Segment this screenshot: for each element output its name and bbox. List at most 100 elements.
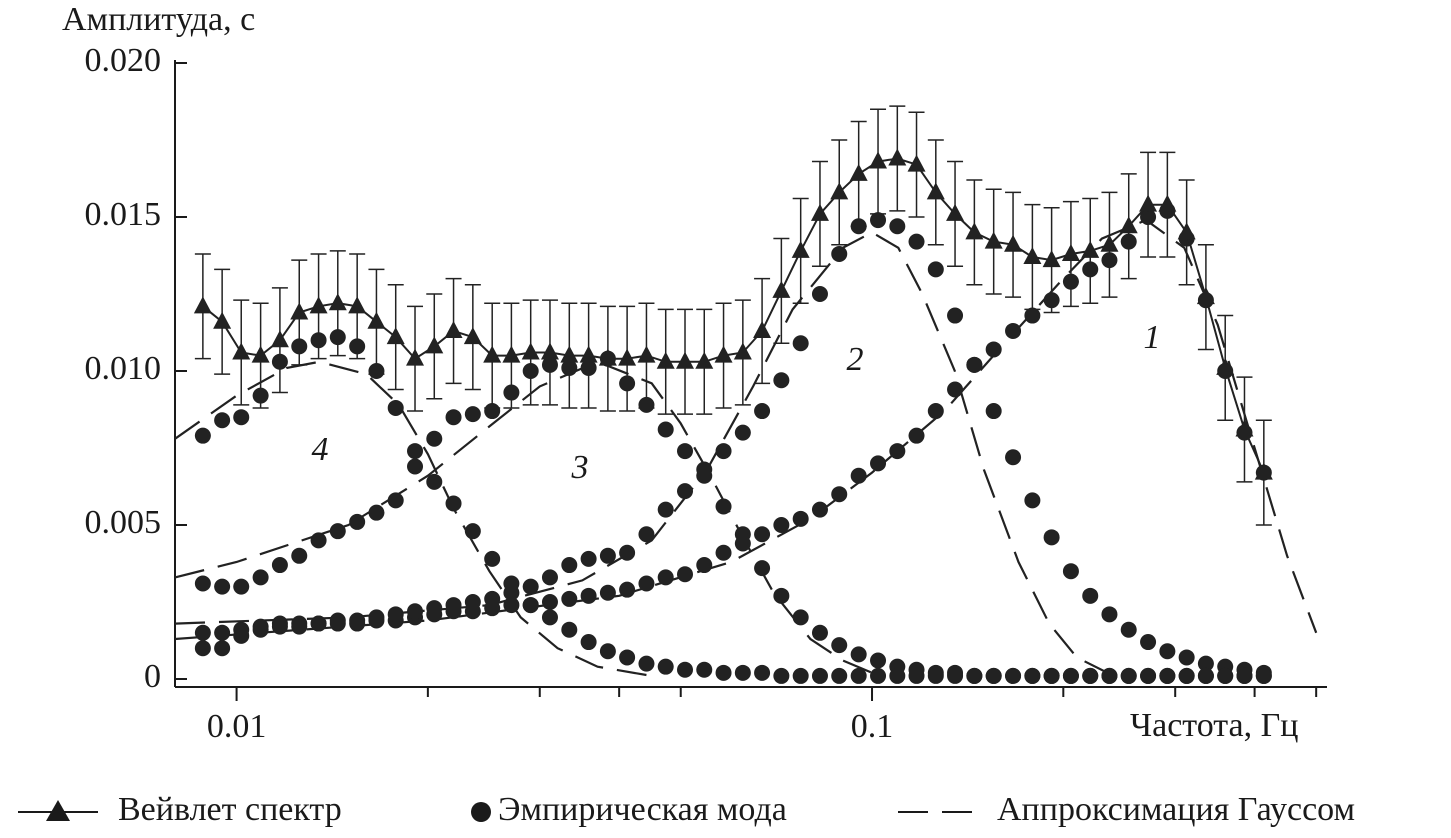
wavelet-point (753, 320, 772, 338)
mode-point (850, 667, 867, 684)
mode-point (870, 667, 887, 684)
mode-point (599, 643, 616, 660)
mode-point (908, 233, 925, 250)
wavelet-point (309, 296, 328, 314)
mode-point (619, 581, 636, 598)
wavelet-point (1004, 234, 1023, 252)
y-tick-label: 0.015 (85, 196, 162, 233)
y-tick-label: 0.010 (85, 350, 162, 387)
wavelet-point (676, 351, 695, 369)
wavelet-point (251, 345, 270, 363)
wavelet-point (830, 182, 849, 200)
mode-point (715, 443, 732, 460)
mode-point (233, 578, 250, 595)
mode-point (889, 667, 906, 684)
mode-point (792, 667, 809, 684)
mode-point (541, 594, 558, 610)
wavelet-point (1196, 287, 1215, 305)
wavelet-point (579, 345, 598, 363)
mode-point (1005, 667, 1022, 684)
mode-point (599, 584, 616, 601)
wavelet-point (791, 240, 810, 258)
mode-point (619, 544, 636, 561)
wavelet-point (232, 342, 251, 360)
mode-point (445, 597, 462, 614)
mode-label: 1 (1144, 319, 1161, 356)
mode-point (407, 443, 424, 460)
mode-point (985, 403, 1002, 420)
wavelet-point (1158, 194, 1177, 212)
mode-point (1120, 667, 1137, 684)
mode-point (657, 501, 674, 518)
legend-triangle (46, 800, 70, 821)
wavelet-point (869, 151, 888, 169)
mode-point (1197, 655, 1214, 672)
mode-point (966, 667, 983, 684)
mode-point (696, 661, 713, 678)
mode-point (715, 664, 732, 681)
wavelet-point (328, 293, 347, 311)
wavelet-point (540, 342, 559, 360)
wavelet-point (193, 296, 212, 314)
wavelet-point (367, 311, 386, 329)
wavelet-point (1119, 216, 1138, 234)
y-tick-label: 0.020 (85, 42, 162, 79)
gauss-fit (174, 231, 1115, 677)
mode-point (445, 409, 462, 426)
wavelet-point (618, 348, 637, 366)
wavelet-point (463, 327, 482, 345)
mode-point (715, 498, 732, 515)
mode-point (985, 341, 1002, 358)
mode-point (349, 612, 366, 629)
mode-point (773, 517, 790, 533)
mode-point (811, 624, 828, 641)
mode-point (1062, 563, 1079, 580)
mode-point (811, 501, 828, 518)
mode-point (677, 661, 694, 678)
mode-point (696, 467, 713, 484)
mode-point (541, 609, 558, 626)
mode-point (194, 640, 211, 657)
wavelet-point (849, 163, 868, 181)
mode-point (1043, 667, 1060, 684)
mode-point (734, 526, 751, 543)
wavelet-point (984, 231, 1003, 249)
mode-point (503, 575, 520, 592)
mode-point (368, 609, 385, 626)
wavelet-point (348, 296, 367, 314)
legend-label: Вейвлет спектр (118, 791, 342, 828)
mode-point (426, 430, 443, 447)
wavelet-point (695, 351, 714, 369)
mode-point (214, 624, 231, 641)
mode-point (484, 590, 501, 607)
mode-point (792, 510, 809, 527)
mode-point (194, 427, 211, 444)
mode-point (638, 655, 655, 672)
wavelet-point (1235, 419, 1254, 437)
mode-point (831, 637, 848, 654)
mode-point (638, 575, 655, 592)
mode-point (927, 261, 944, 278)
mode-point (291, 615, 308, 632)
mode-point (464, 594, 481, 610)
mode-point (464, 523, 481, 540)
mode-label: 2 (847, 341, 864, 378)
wavelet-point (386, 327, 405, 345)
mode-point (271, 615, 288, 632)
mode-point (233, 621, 250, 638)
mode-point (927, 403, 944, 420)
mode-point (599, 547, 616, 564)
mode-point (850, 467, 867, 484)
wavelet-point (1100, 234, 1119, 252)
mode-point (870, 652, 887, 669)
mode-point (387, 492, 404, 509)
wavelet-point (733, 342, 752, 360)
mode-point (677, 483, 694, 500)
mode-point (464, 406, 481, 423)
mode-point (503, 597, 520, 614)
mode-point (715, 544, 732, 561)
wavelet-point (772, 280, 791, 298)
mode-point (1159, 643, 1176, 660)
mode-label: 3 (571, 449, 589, 486)
mode-point (580, 550, 597, 567)
